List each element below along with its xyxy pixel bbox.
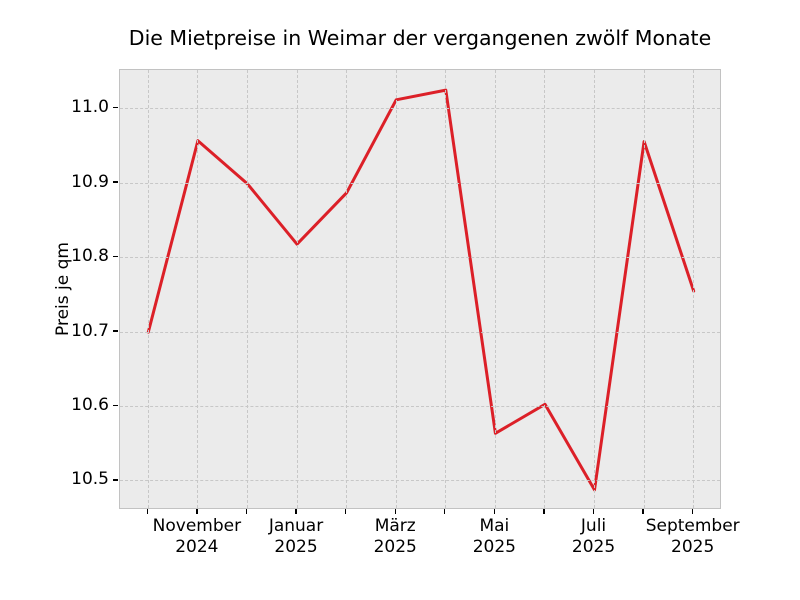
y-tick-label: 10.6 [71,395,109,415]
x-axis-tick [642,509,644,514]
y-tick-label: 10.9 [71,171,109,192]
gridline-vertical [346,70,348,508]
gridline-horizontal [120,257,720,259]
x-tick-label: Mai 2025 [414,516,574,558]
x-tick-label-month: Januar [268,516,324,536]
gridline-vertical [395,70,397,508]
y-tick-label: 10.5 [71,469,109,490]
x-axis-tick [295,509,297,514]
x-axis-tick [344,509,347,514]
gridline-vertical [494,70,496,508]
x-axis-tick [146,509,148,514]
x-tick-label: Juli 2025 [514,516,674,558]
x-axis-tick [245,509,248,514]
gridline-vertical [445,70,447,508]
price-line [146,88,696,492]
y-axis-tick [113,479,118,481]
gridline-vertical [296,70,298,508]
gridline-horizontal [120,480,720,482]
x-axis-tick [543,509,545,514]
x-axis-tick [394,509,396,514]
x-tick-label: November 2024 [117,516,277,558]
x-axis-tick [692,509,694,514]
chart-title: Die Mietpreise in Weimar der vergangenen… [128,26,712,50]
x-tick-label: September 2025 [613,516,773,558]
gridline-vertical [594,70,596,508]
gridline-vertical [147,70,149,508]
plot-area [119,69,721,509]
gridline-horizontal [120,182,720,184]
gridline-horizontal [120,108,720,110]
x-tick-label-year: 2025 [274,537,318,557]
y-axis-tick [113,330,118,332]
gridline-vertical [246,70,248,508]
gridline-vertical [197,70,199,508]
x-tick-label-month: März [374,516,416,536]
x-tick-label-year: 2025 [472,537,516,557]
y-tick-label: 10.7 [71,320,109,341]
x-axis-tick [493,509,496,514]
gridline-horizontal [120,331,720,333]
gridline-horizontal [120,406,720,407]
gridline-vertical [544,70,546,508]
y-axis-tick [113,181,118,183]
x-tick-label: März 2025 [315,516,475,558]
x-tick-label-month: Mai [479,516,510,536]
x-tick-label-month: November [152,516,242,536]
y-axis-tick [113,404,118,407]
y-axis-tick [113,255,118,258]
y-tick-label: 11.0 [71,97,109,118]
x-axis-tick [592,509,595,514]
y-axis-tick [113,107,118,109]
x-axis-tick [196,509,198,514]
y-tick-label: 10.8 [71,246,109,267]
gridline-vertical [643,70,645,508]
x-axis-tick [444,509,446,514]
x-tick-label-month: Juli [580,516,607,536]
x-tick-label-year: 2025 [671,537,715,557]
line-chart-canvas [146,88,696,492]
x-tick-label-year: 2025 [373,537,417,557]
x-tick-label-month: September [645,516,740,536]
x-tick-label-year: 2024 [175,537,219,557]
gridline-vertical [693,70,695,508]
x-tick-label-year: 2025 [571,537,616,557]
x-tick-label: Januar 2025 [216,516,376,558]
